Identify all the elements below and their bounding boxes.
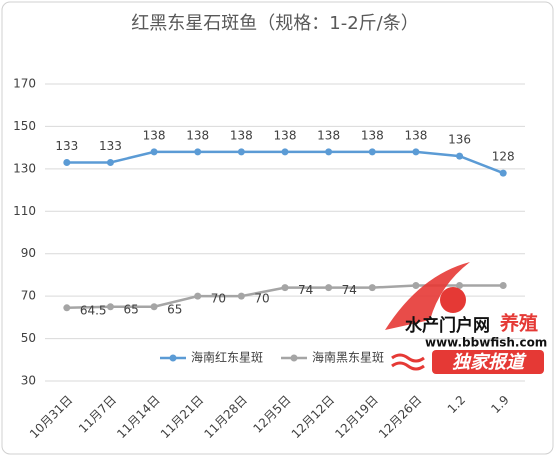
point <box>456 282 464 290</box>
point <box>237 292 245 300</box>
chart-title: 红黑东星石斑鱼（规格：1-2斤/条） <box>131 13 418 34</box>
point <box>63 304 71 312</box>
point <box>368 148 376 156</box>
y-tick-label: 70 <box>21 289 36 303</box>
y-tick-label: 130 <box>13 161 36 175</box>
legend-label: 海南红东星斑 <box>191 350 263 365</box>
data-label: 136 <box>448 133 471 147</box>
data-label: 74 <box>298 283 313 297</box>
data-label: 133 <box>99 139 122 153</box>
data-label: 65 <box>123 302 138 316</box>
y-tick-label: 150 <box>13 119 36 133</box>
data-label: 128 <box>492 150 515 164</box>
data-label: 138 <box>230 128 253 142</box>
point <box>237 148 245 156</box>
data-label: 138 <box>143 128 166 142</box>
watermark-site: 水产门户网 <box>405 315 490 336</box>
data-label: 65 <box>167 302 182 316</box>
legend-marker <box>290 354 298 362</box>
data-label: 138 <box>361 128 384 142</box>
legend-marker <box>169 354 177 362</box>
data-label: 133 <box>55 139 78 153</box>
y-tick-label: 110 <box>13 204 36 218</box>
watermark-headline: 独家报道 <box>452 352 527 373</box>
y-tick-label: 90 <box>21 246 36 260</box>
data-label: 138 <box>274 128 297 142</box>
watermark-dot <box>440 287 466 313</box>
data-label: 138 <box>317 128 340 142</box>
data-label: 64.5 <box>80 303 107 317</box>
watermark-tag: 养殖 <box>499 312 538 335</box>
point <box>412 282 420 290</box>
point <box>150 148 158 156</box>
point <box>150 303 158 311</box>
y-tick-label: 170 <box>13 77 36 91</box>
point <box>499 282 507 290</box>
point <box>412 148 420 156</box>
point <box>325 148 333 156</box>
data-label: 70 <box>211 292 226 306</box>
watermark-banner <box>432 350 544 374</box>
point <box>368 284 376 292</box>
point <box>106 158 114 166</box>
point <box>456 152 464 160</box>
y-tick-label: 50 <box>21 331 36 345</box>
legend-label: 海南黑东星斑 <box>312 350 384 365</box>
watermark-swoosh <box>385 262 470 330</box>
point <box>281 148 289 156</box>
point <box>63 158 71 166</box>
point <box>194 292 202 300</box>
data-label: 74 <box>342 283 357 297</box>
watermark-wave <box>391 353 425 371</box>
y-tick-label: 30 <box>21 374 36 388</box>
data-label: 138 <box>404 128 427 142</box>
point <box>325 284 333 292</box>
data-label: 70 <box>254 292 269 306</box>
data-label: 138 <box>186 128 209 142</box>
watermark-url: www.bbwfish.com <box>425 336 547 350</box>
point <box>499 169 507 177</box>
point <box>281 284 289 292</box>
point <box>194 148 202 156</box>
point <box>106 303 114 311</box>
